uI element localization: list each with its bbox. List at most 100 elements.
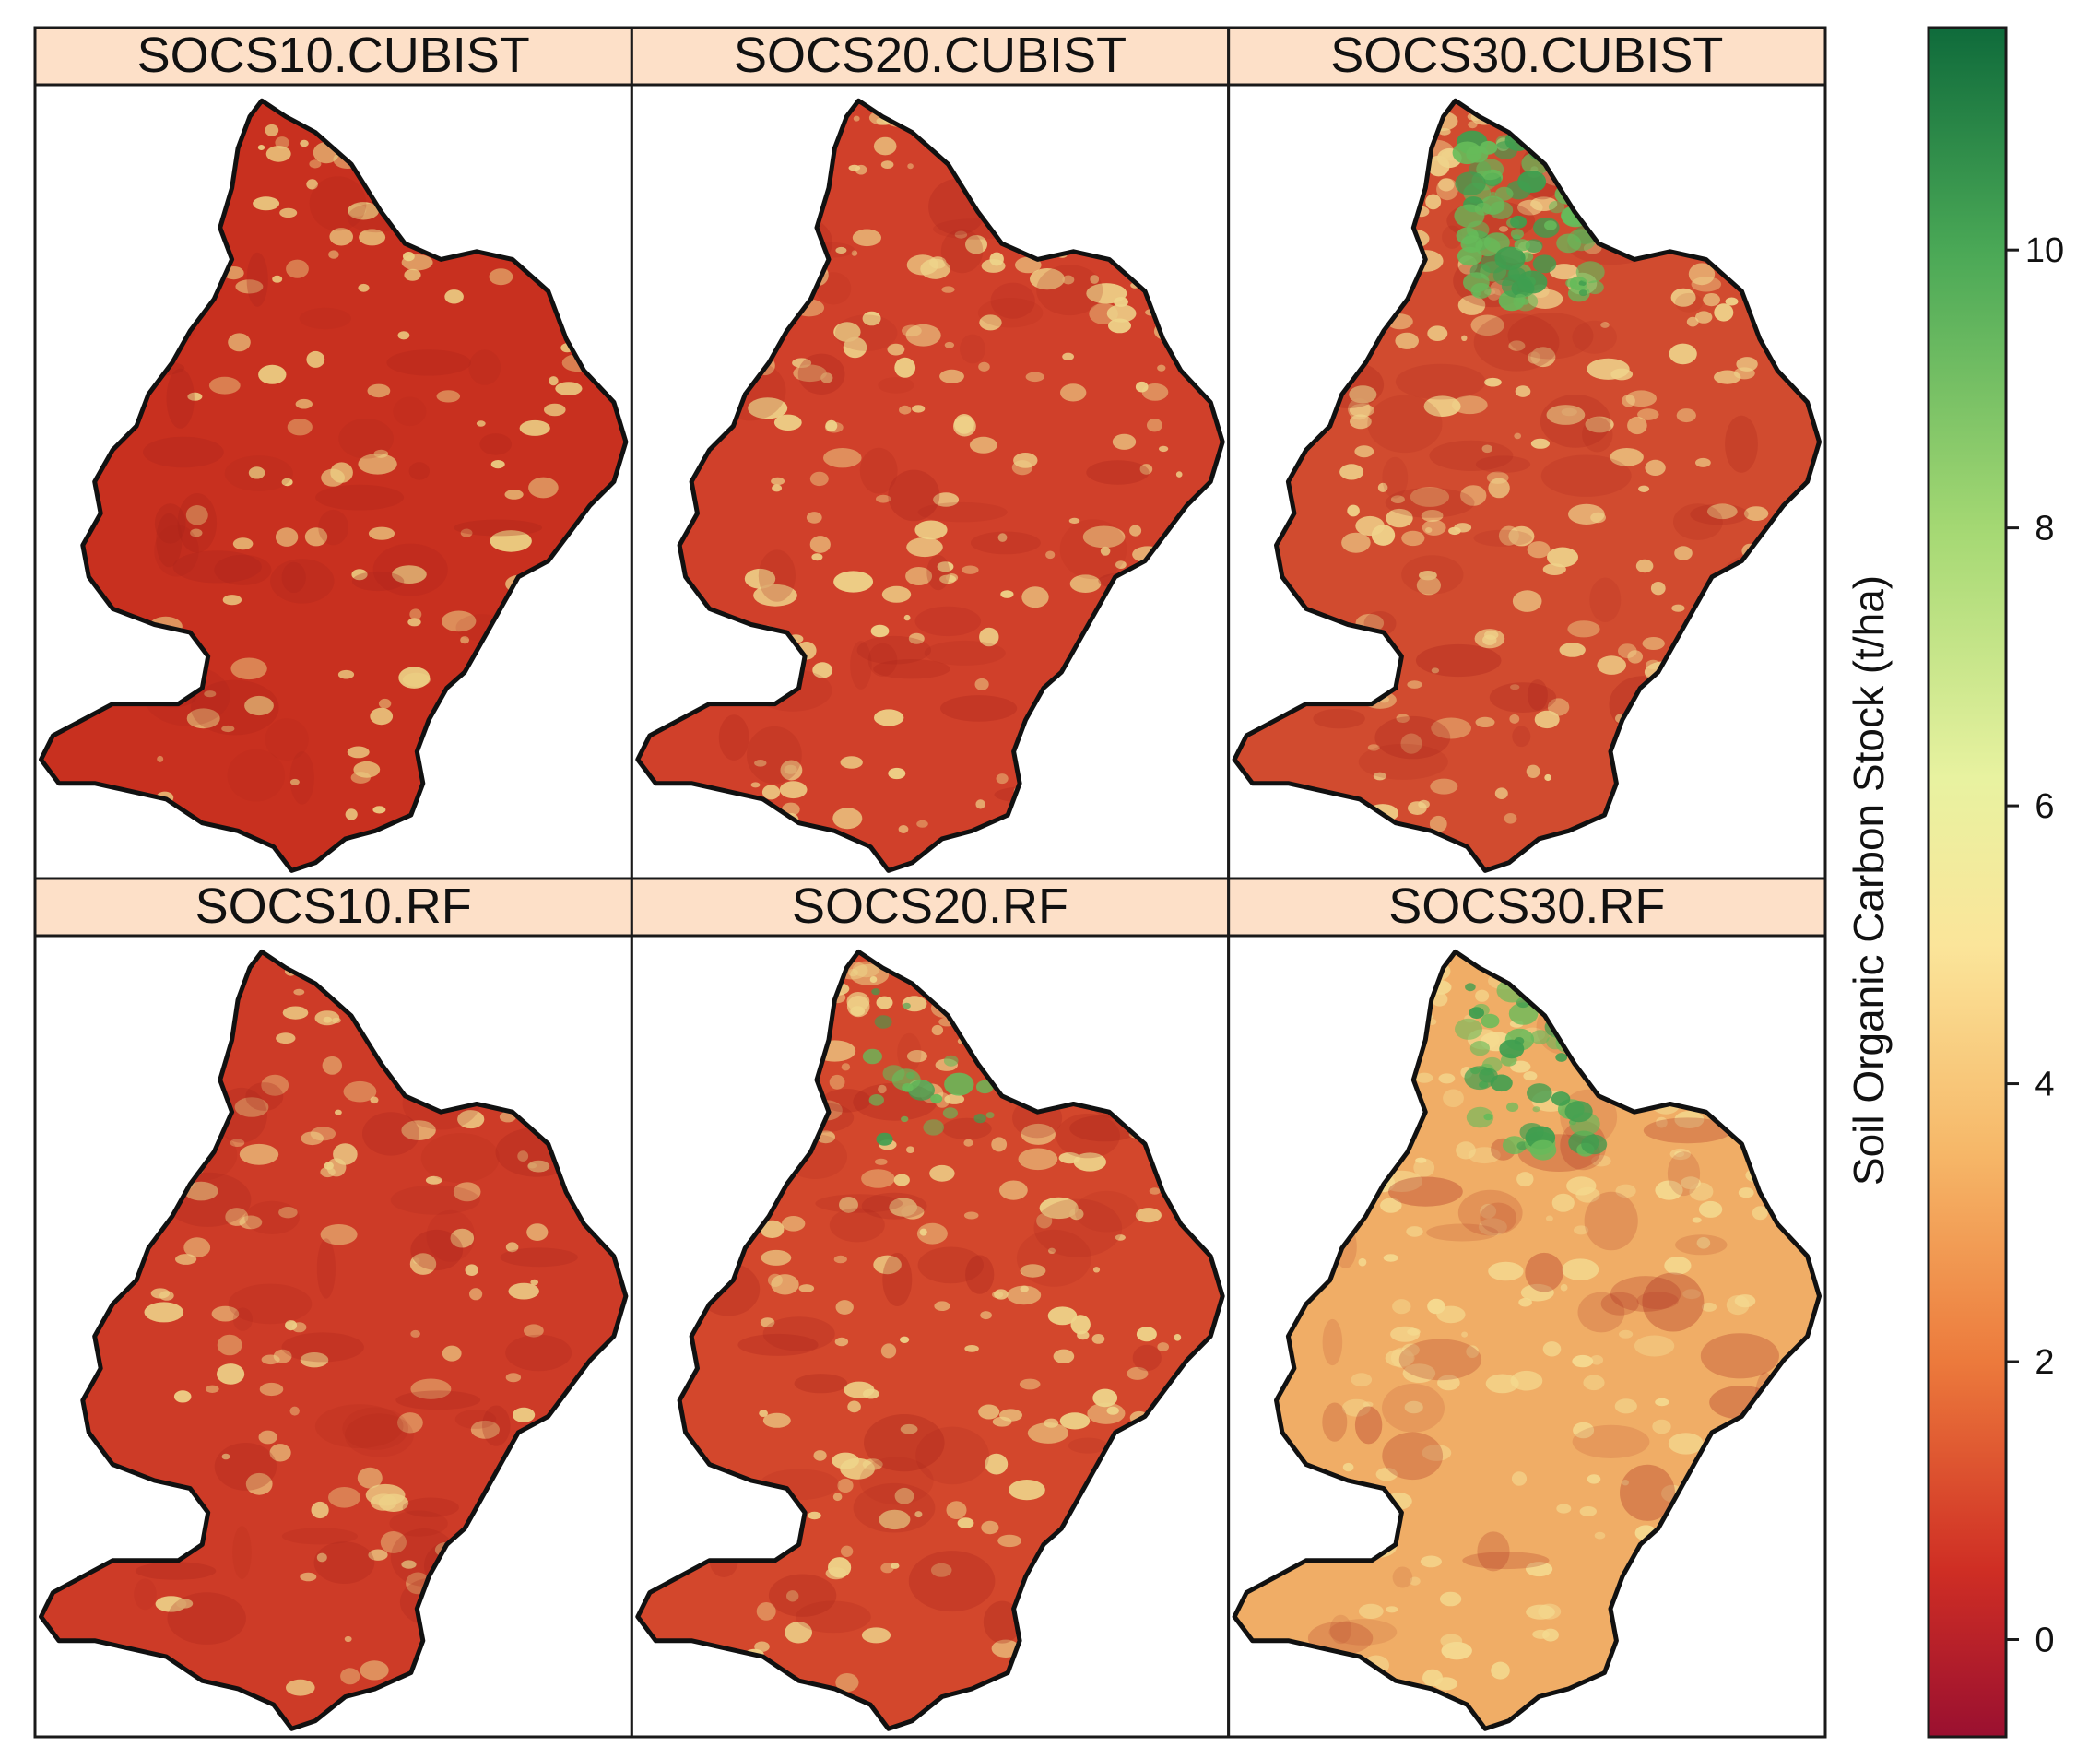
- raster-speckle: [1380, 1198, 1402, 1213]
- raster-speckle: [1431, 992, 1448, 1007]
- raster-patch: [227, 749, 286, 802]
- raster-speckle-green: [1532, 254, 1557, 274]
- raster-patch: [821, 1089, 871, 1113]
- raster-speckle: [1484, 377, 1502, 387]
- raster-patch: [454, 519, 543, 537]
- raster-speckle-green: [1548, 200, 1565, 214]
- raster-speckle: [833, 1255, 847, 1264]
- raster-patch: [1382, 1432, 1444, 1481]
- raster-speckle: [1494, 787, 1508, 799]
- raster-patch: [1036, 265, 1103, 316]
- raster-speckle: [937, 561, 954, 572]
- raster-speckle-green: [876, 1132, 893, 1146]
- raster-patch: [1392, 1566, 1413, 1588]
- raster-speckle: [1009, 1480, 1045, 1501]
- raster-patch: [479, 433, 513, 455]
- raster-speckle: [1567, 620, 1600, 638]
- raster-speckle: [846, 996, 870, 1018]
- raster-patch: [1690, 503, 1749, 525]
- raster-patch: [878, 377, 914, 394]
- raster-speckle: [1136, 1327, 1157, 1342]
- raster-patch: [154, 525, 199, 577]
- raster-speckle: [316, 1552, 327, 1563]
- raster-speckle: [544, 403, 566, 417]
- raster-speckle-green: [891, 1068, 921, 1091]
- raster-speckle: [1615, 1184, 1636, 1198]
- raster-speckle: [894, 1487, 914, 1504]
- raster-speckle: [217, 1363, 245, 1385]
- raster-speckle: [476, 420, 486, 427]
- map-panel: SOCS30.RF: [1227, 877, 1827, 1739]
- raster-patch: [309, 176, 367, 231]
- raster-speckle: [1451, 395, 1488, 415]
- raster-patch: [386, 349, 472, 376]
- raster-speckle: [975, 799, 985, 809]
- raster-patch: [794, 1374, 848, 1394]
- raster-speckle: [513, 1407, 536, 1422]
- raster-speckle: [1358, 1257, 1367, 1267]
- raster-speckle: [1587, 1474, 1601, 1484]
- raster-patch: [167, 1592, 246, 1645]
- raster-patch: [718, 714, 749, 761]
- raster-speckle: [1422, 519, 1446, 536]
- raster-speckle: [1526, 764, 1540, 778]
- raster-speckle: [954, 230, 968, 239]
- raster-speckle: [217, 1334, 242, 1356]
- raster-speckle: [1431, 667, 1440, 674]
- raster-speckle: [1027, 1422, 1068, 1444]
- raster-speckle: [1410, 487, 1450, 507]
- raster-speckle: [946, 1501, 967, 1519]
- raster-patch: [1582, 417, 1613, 453]
- raster-patch: [172, 550, 262, 584]
- raster-speckle-green: [1586, 280, 1604, 295]
- raster-speckle: [1430, 778, 1458, 795]
- raster-speckle: [1674, 1111, 1705, 1128]
- raster-patch: [1473, 313, 1560, 372]
- raster-patch: [1415, 643, 1502, 678]
- raster-patch: [1322, 1402, 1348, 1442]
- raster-patch: [134, 1578, 157, 1611]
- map-panel: SOCS30.CUBIST: [1227, 26, 1827, 880]
- raster-speckle: [1342, 1462, 1354, 1472]
- raster-speckle: [833, 322, 861, 342]
- raster-speckle: [1100, 546, 1111, 556]
- raster-speckle: [878, 1084, 887, 1094]
- raster-speckle: [286, 1679, 315, 1696]
- raster-speckle: [1468, 121, 1478, 129]
- raster-speckle: [906, 1050, 927, 1063]
- raster-speckle: [840, 1545, 854, 1558]
- raster-speckle: [963, 1211, 979, 1220]
- panel-title: SOCS10.RF: [195, 879, 472, 934]
- raster-speckle: [157, 755, 164, 762]
- raster-speckle: [1545, 1215, 1553, 1222]
- raster-speckle: [1422, 1444, 1452, 1461]
- raster-speckle: [258, 1430, 277, 1445]
- raster-speckle: [1461, 1331, 1468, 1338]
- raster-speckle: [505, 1373, 522, 1383]
- raster-speckle: [879, 1509, 911, 1530]
- raster-speckle: [1149, 1187, 1161, 1195]
- raster-patch: [505, 1334, 572, 1372]
- raster-speckle: [981, 259, 1006, 273]
- raster-speckle: [555, 382, 583, 395]
- raster-speckle-green: [1481, 1013, 1500, 1029]
- raster-speckle: [311, 1501, 329, 1519]
- raster-speckle: [861, 1627, 891, 1644]
- raster-speckle: [748, 397, 788, 419]
- raster-speckle: [771, 1274, 799, 1295]
- raster-speckle: [1547, 698, 1570, 716]
- raster-speckle: [1573, 1422, 1595, 1439]
- raster-speckle: [1591, 1155, 1611, 1167]
- raster-speckle: [1572, 1354, 1594, 1368]
- raster-speckle-green: [1529, 1139, 1557, 1161]
- raster-speckle-green: [1564, 1101, 1593, 1123]
- raster-speckle: [527, 1162, 537, 1169]
- raster-speckle: [1436, 1305, 1466, 1324]
- raster-speckle: [939, 369, 964, 383]
- raster-patch: [408, 462, 430, 480]
- raster-speckle: [1395, 332, 1419, 349]
- raster-speckle: [208, 376, 241, 395]
- raster-speckle-green: [975, 1080, 994, 1094]
- raster-speckle: [1058, 1152, 1081, 1164]
- raster-speckle: [1504, 813, 1517, 824]
